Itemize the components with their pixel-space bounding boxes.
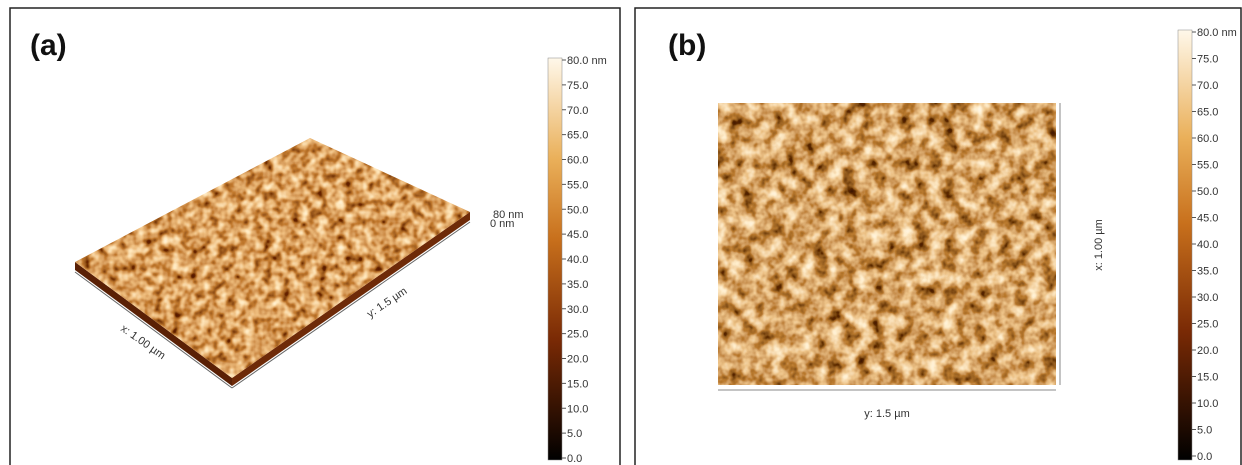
- y-axis-label: y: 1.5 µm: [864, 408, 909, 420]
- colorbar-label: 10.0: [1197, 398, 1218, 410]
- afm-image-2d: [718, 103, 1056, 385]
- colorbar-label: 60.0: [1197, 133, 1218, 145]
- colorbar: [1178, 30, 1192, 460]
- colorbar-label: 30.0: [1197, 292, 1218, 304]
- colorbar-label: 25.0: [1197, 319, 1218, 331]
- colorbar-label: 5.0: [1197, 425, 1212, 437]
- colorbar-label: 40.0: [567, 254, 588, 266]
- figure: (a) x: 1.00 µm y: 1.5 µm 80 nm 0 nm 80.0…: [0, 0, 1242, 465]
- colorbar-label: 50.0: [567, 204, 588, 216]
- colorbar-label: 40.0: [1197, 239, 1218, 251]
- colorbar-label: 60.0: [567, 155, 588, 167]
- colorbar-label: 45.0: [1197, 213, 1218, 225]
- colorbar-label: 45.0: [567, 229, 588, 241]
- colorbar-label: 70.0: [1197, 80, 1218, 92]
- panel-label: (b): [668, 29, 706, 62]
- colorbar-label: 10.0: [567, 403, 588, 415]
- z-min-label: 0 nm: [490, 218, 514, 230]
- colorbar-label: 25.0: [567, 329, 588, 341]
- colorbar-label: 5.0: [567, 428, 582, 440]
- colorbar-label: 75.0: [1197, 54, 1218, 66]
- colorbar-label: 80.0 nm: [1197, 27, 1237, 39]
- colorbar-label: 55.0: [1197, 160, 1218, 172]
- colorbar-label: 65.0: [1197, 107, 1218, 119]
- colorbar-label: 30.0: [567, 304, 588, 316]
- colorbar-label: 20.0: [567, 354, 588, 366]
- colorbar-label: 0.0: [1197, 451, 1212, 463]
- colorbar: [548, 58, 562, 460]
- colorbar-label: 50.0: [1197, 186, 1218, 198]
- colorbar-label: 65.0: [567, 130, 588, 142]
- colorbar-label: 75.0: [567, 80, 588, 92]
- colorbar-label: 0.0: [567, 453, 582, 465]
- panel-b: (b) y: 1.5 µm x: 1.00 µm 80.0 nm 75.0 70.0…: [635, 8, 1241, 465]
- panel-a: (a) x: 1.00 µm y: 1.5 µm 80 nm 0 nm 80.0…: [10, 8, 620, 465]
- panel-label: (a): [30, 29, 67, 62]
- x-axis-label: x: 1.00 µm: [1093, 219, 1105, 271]
- colorbar-label: 35.0: [567, 279, 588, 291]
- colorbar-label: 35.0: [1197, 266, 1218, 278]
- colorbar-label: 70.0: [567, 105, 588, 117]
- colorbar-label: 15.0: [567, 378, 588, 390]
- colorbar-label: 55.0: [567, 179, 588, 191]
- colorbar-label: 20.0: [1197, 345, 1218, 357]
- colorbar-label: 15.0: [1197, 372, 1218, 384]
- colorbar-label: 80.0 nm: [567, 55, 607, 67]
